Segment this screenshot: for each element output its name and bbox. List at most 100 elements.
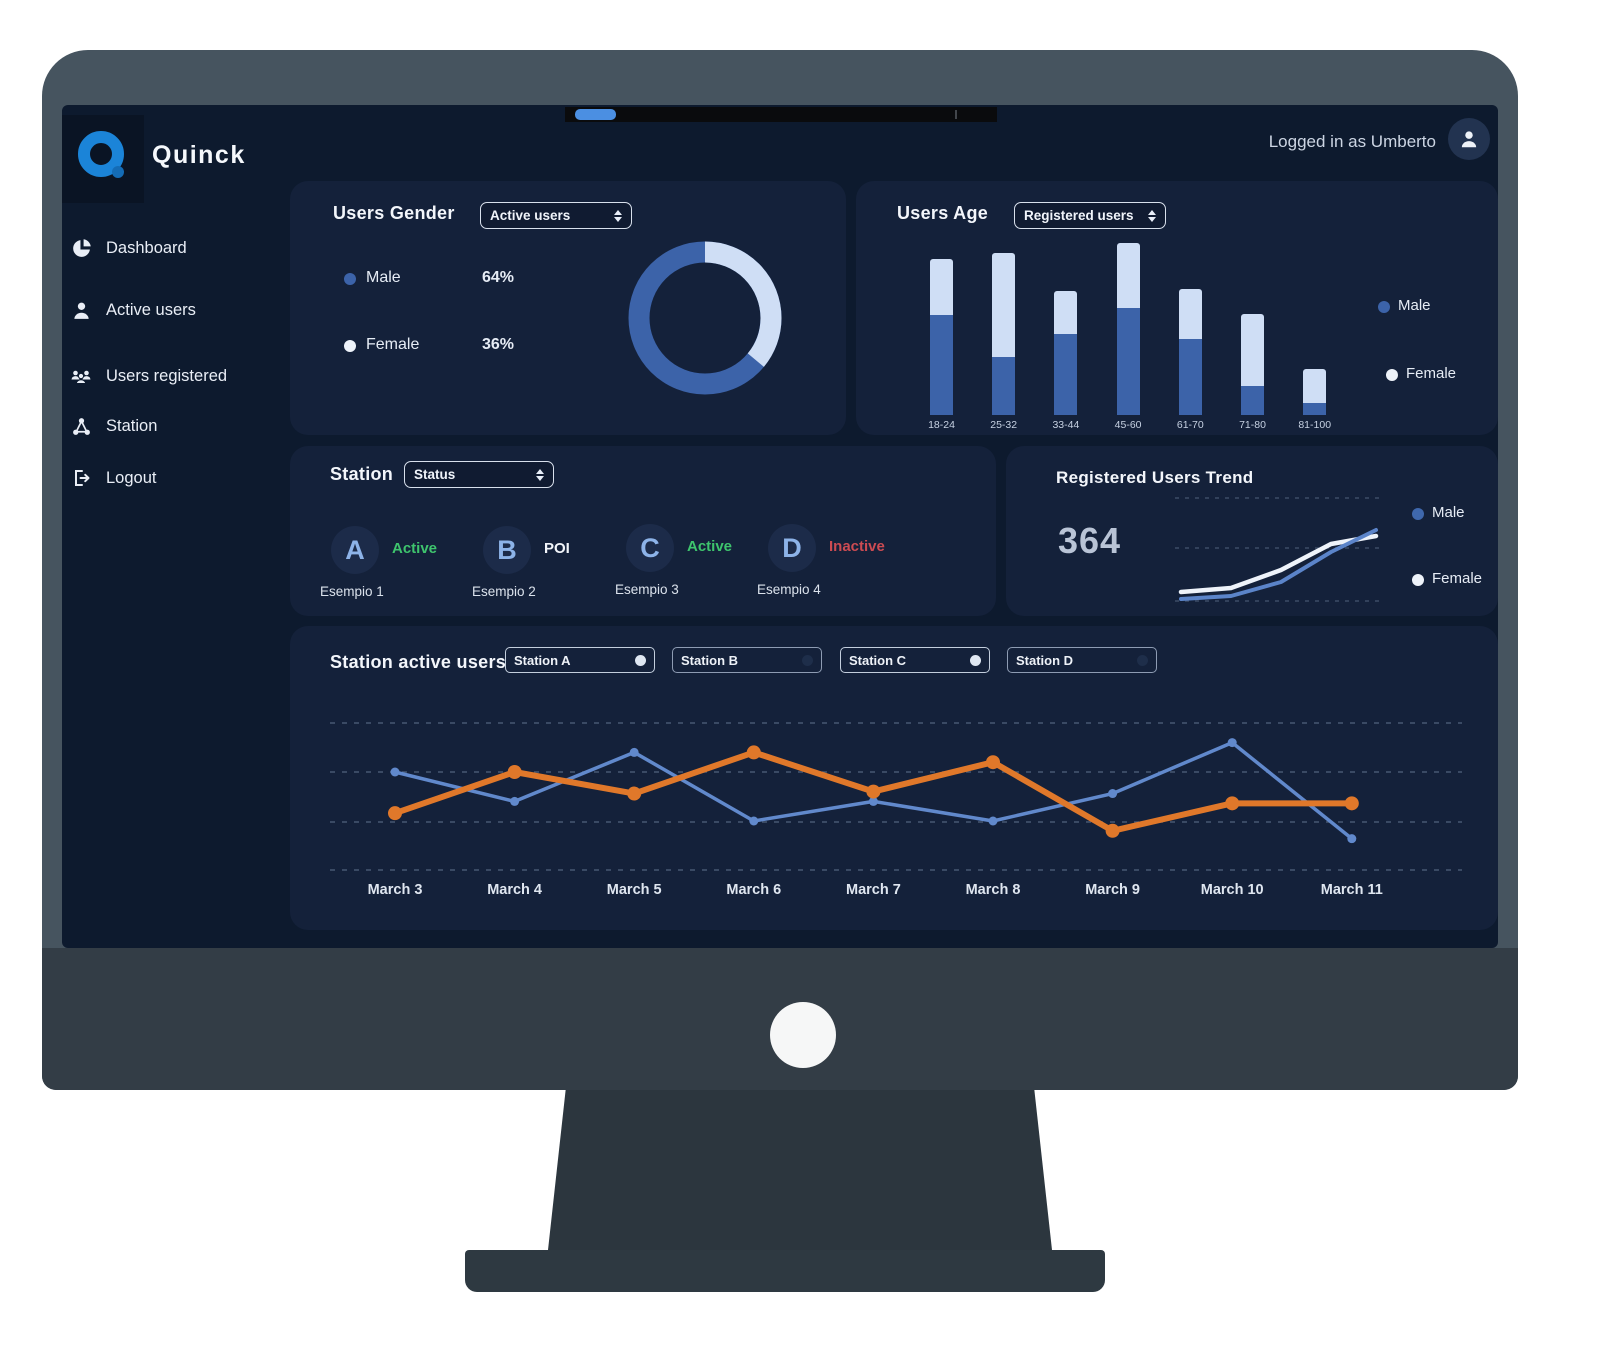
chip-label: Station D	[1016, 652, 1074, 668]
age-bar	[1116, 243, 1140, 415]
chip-toggle-dot	[802, 654, 813, 666]
chip-toggle-dot	[970, 654, 981, 666]
users-age-title: Users Age	[897, 203, 989, 223]
age-female-legend-label: Female	[1406, 365, 1457, 382]
male-legend-label: Male	[366, 269, 401, 286]
pie-chart-icon	[70, 237, 92, 259]
monitor-frame: Quinck Logged in as Umberto Dashboard	[42, 50, 1518, 1090]
monitor-camera-dot	[770, 1002, 836, 1068]
age-male-legend-label: Male	[1398, 297, 1431, 314]
age-bar	[992, 253, 1016, 415]
video-progress-handle[interactable]	[575, 109, 616, 120]
station-filter-value: Status	[414, 467, 456, 482]
dashboard-screen: Quinck Logged in as Umberto Dashboard	[62, 105, 1498, 948]
user-icon	[70, 299, 92, 321]
monitor-stand-base	[465, 1250, 1105, 1292]
age-bar	[1241, 313, 1264, 415]
users-age-bar-chart: 18-24 25-32 33-44 45-60 61-70 71-80 81-100	[856, 181, 1498, 435]
quinck-logo[interactable]	[62, 115, 144, 203]
sidebar-item-users-registered[interactable]: Users registered	[70, 363, 227, 389]
sidebar-item-label: Users registered	[106, 366, 228, 385]
station-filter-select[interactable]: Status	[404, 461, 554, 488]
age-category-label: 45-60	[1114, 419, 1142, 431]
x-axis-label: March 5	[607, 882, 662, 898]
sidebar-item-label: Station	[106, 416, 158, 435]
station-network-icon	[70, 415, 92, 437]
female-percent-value: 36%	[482, 336, 515, 353]
users-gender-filter-value: Active users	[490, 208, 571, 223]
users-age-filter-select[interactable]: Registered users	[1014, 202, 1166, 229]
logged-in-text: Logged in as Umberto	[1268, 132, 1436, 151]
registered-users-trend-card: Registered Users Trend 364 Male Female	[1006, 446, 1498, 616]
sidebar-item-label: Logout	[106, 468, 157, 487]
female-legend-label: Female	[366, 336, 420, 353]
chip-label: Station C	[849, 652, 907, 668]
chip-label: Station A	[514, 652, 571, 668]
x-axis-label: March 7	[846, 882, 901, 898]
video-progress-bar[interactable]	[565, 107, 997, 122]
station-card: Station Status A Active Esempio 1 B POI …	[290, 446, 996, 616]
male-legend-dot	[344, 273, 356, 285]
sidebar-item-logout[interactable]: Logout	[70, 465, 156, 491]
male-percent-value: 64%	[482, 269, 515, 286]
users-age-card: Users Age Registered users 18-24 25-32 33-…	[856, 181, 1498, 435]
sidebar-item-label: Dashboard	[106, 238, 187, 257]
station-name: Esempio 1	[320, 584, 384, 599]
age-male-legend-dot	[1378, 301, 1390, 313]
station-status: POI	[544, 540, 570, 557]
station-status: Inactive	[829, 538, 885, 555]
station-name: Esempio 3	[615, 582, 679, 597]
x-axis-label: March 8	[966, 882, 1021, 898]
chip-station-a[interactable]: Station A	[505, 647, 655, 673]
station-name: Esempio 2	[472, 584, 536, 599]
station-status: Active	[392, 540, 438, 557]
select-arrows-icon	[536, 468, 544, 481]
x-axis-label: March 4	[487, 882, 542, 898]
logout-icon	[70, 467, 92, 489]
female-legend-dot	[344, 340, 356, 352]
sidebar-item-station[interactable]: Station	[70, 413, 157, 439]
chip-station-b[interactable]: Station B	[672, 647, 822, 673]
x-axis-label: March 10	[1201, 882, 1264, 898]
station-active-title: Station active users	[330, 652, 507, 672]
users-age-filter-value: Registered users	[1024, 208, 1134, 223]
station-status: Active	[687, 538, 733, 555]
trend-male-legend-dot	[1412, 508, 1424, 520]
age-bar	[930, 258, 953, 415]
users-gender-donut-chart	[628, 241, 782, 395]
trend-male-legend-label: Male	[1432, 504, 1465, 521]
station-active-line-chart: March 3 March 4 March 5 March 6 March 7 March…	[330, 722, 1462, 898]
users-gender-title: Users Gender	[333, 203, 455, 223]
chip-station-d[interactable]: Station D	[1007, 647, 1157, 673]
video-progress-tick	[955, 110, 957, 119]
chip-label: Station B	[681, 652, 739, 668]
quinck-q-icon	[78, 131, 124, 178]
trend-total-value: 364	[1058, 520, 1122, 561]
station-title: Station	[330, 464, 394, 484]
monitor-stand-neck	[548, 1090, 1052, 1250]
chip-toggle-dot	[635, 654, 646, 666]
x-axis-label: March 9	[1085, 882, 1140, 898]
trend-female-legend-dot	[1412, 574, 1424, 586]
sidebar-item-dashboard[interactable]: Dashboard	[70, 235, 187, 261]
chip-toggle-dot	[1137, 654, 1148, 666]
users-gender-filter-select[interactable]: Active users	[480, 202, 632, 229]
station-active-users-card: Station active users Station A Station B…	[290, 626, 1498, 930]
age-female-legend-dot	[1386, 369, 1398, 381]
station-letter-badge: D	[768, 524, 816, 572]
trend-line-chart	[1175, 497, 1385, 602]
x-axis-label: March 3	[368, 882, 423, 898]
user-avatar[interactable]	[1448, 118, 1490, 160]
station-letter-badge: C	[626, 524, 674, 572]
trend-title: Registered Users Trend	[1056, 468, 1254, 487]
age-bar	[1178, 289, 1202, 415]
age-category-label: 18-24	[928, 419, 955, 431]
x-axis-label: March 11	[1321, 882, 1383, 898]
station-name: Esempio 4	[757, 582, 821, 597]
age-bar	[1303, 368, 1327, 415]
chip-station-c[interactable]: Station C	[840, 647, 990, 673]
select-arrows-icon	[614, 209, 622, 222]
brand-title: Quinck	[152, 141, 246, 169]
sidebar-item-active-users[interactable]: Active users	[70, 297, 196, 323]
age-category-label: 81-100	[1298, 419, 1332, 431]
